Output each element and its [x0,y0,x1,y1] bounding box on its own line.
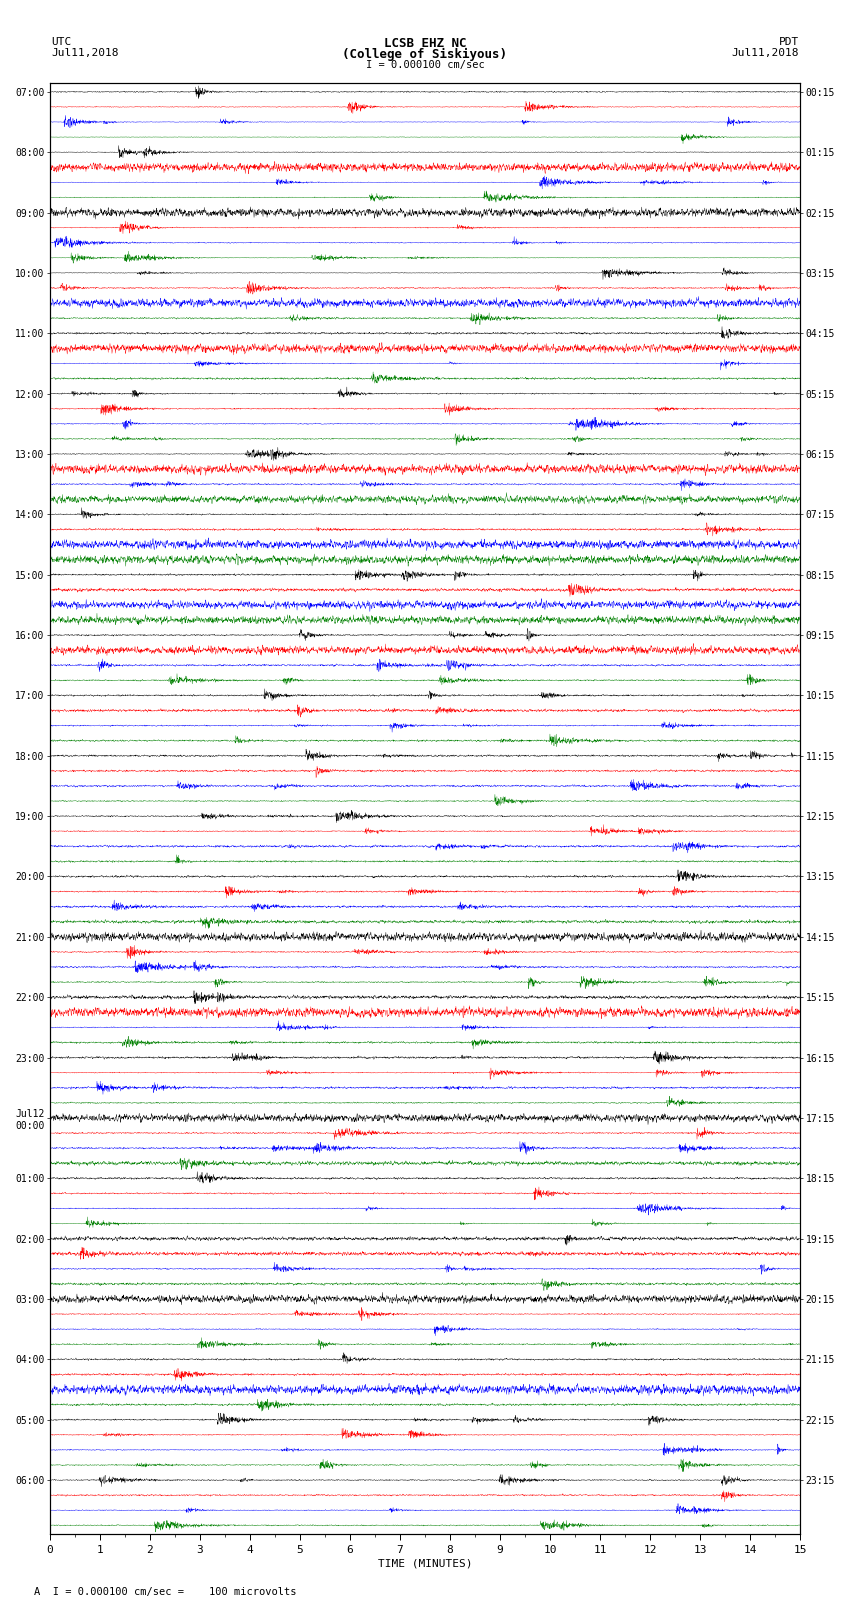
Text: LCSB EHZ NC: LCSB EHZ NC [383,37,467,50]
X-axis label: TIME (MINUTES): TIME (MINUTES) [377,1560,473,1569]
Text: A  I = 0.000100 cm/sec =    100 microvolts: A I = 0.000100 cm/sec = 100 microvolts [34,1587,297,1597]
Text: PDT: PDT [779,37,799,47]
Text: I = 0.000100 cm/sec: I = 0.000100 cm/sec [366,60,484,69]
Text: Jul11,2018: Jul11,2018 [732,48,799,58]
Text: UTC: UTC [51,37,71,47]
Text: Jul11,2018: Jul11,2018 [51,48,118,58]
Text: (College of Siskiyous): (College of Siskiyous) [343,48,507,61]
